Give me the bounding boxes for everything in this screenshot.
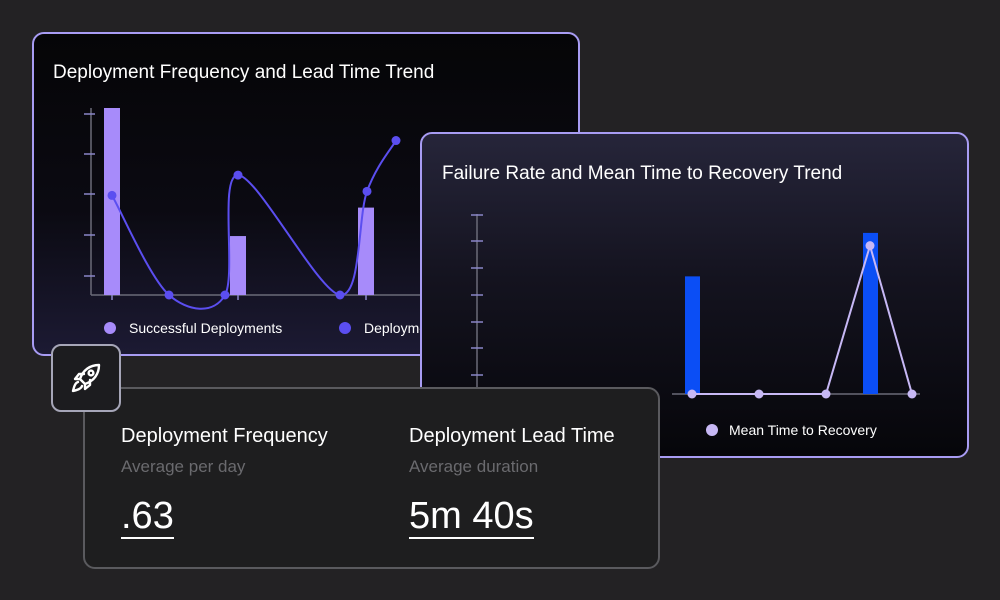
failure-rate-bar — [863, 232, 878, 394]
recovery-point — [754, 389, 764, 399]
recovery-point — [907, 389, 917, 399]
deployment-bar — [230, 236, 246, 295]
recovery-line — [692, 242, 913, 395]
legend-swatch — [339, 322, 351, 334]
deployment-bar — [104, 108, 120, 295]
failure-rate-bar — [685, 276, 700, 394]
lead-time-point — [391, 136, 401, 146]
deployment-frequency-value[interactable]: .63 — [121, 495, 174, 539]
lead-time-point — [107, 190, 117, 200]
failure-rate-title: Failure Rate and Mean Time to Recovery T… — [442, 163, 843, 184]
legend-swatch — [104, 322, 116, 334]
metrics-card: Deployment Frequency Average per day .63… — [83, 387, 660, 569]
deployment-trend-title: Deployment Frequency and Lead Time Trend — [53, 62, 435, 83]
lead-time-point — [335, 290, 345, 300]
deployment-frequency-label: Deployment Frequency — [121, 425, 328, 447]
rocket-badge — [51, 344, 121, 412]
rocket-icon — [71, 363, 101, 393]
deployment-lead-time-metric: Deployment Lead Time Average duration 5m… — [409, 425, 615, 539]
lead-time-point — [362, 186, 372, 196]
failure-plot-area: Mean Time to Recovery — [471, 214, 920, 458]
lead-time-point — [220, 290, 230, 300]
deployment-lead-time-label: Deployment Lead Time — [409, 425, 615, 447]
recovery-point — [865, 241, 875, 251]
lead-time-point — [233, 170, 243, 180]
legend-label: Successful Deployments — [129, 320, 282, 336]
deployment-frequency-sublabel: Average per day — [121, 457, 246, 476]
lead-time-point — [164, 290, 174, 300]
recovery-point — [821, 389, 831, 399]
deployment-lead-time-value[interactable]: 5m 40s — [409, 495, 534, 539]
deployment-lead-time-sublabel: Average duration — [409, 457, 539, 476]
legend-label: Mean Time to Recovery — [729, 422, 877, 438]
failure-rate-chart: Mean Time to Recovery — [471, 214, 920, 458]
deployment-bar — [358, 207, 374, 295]
legend-swatch — [706, 424, 718, 436]
recovery-point — [687, 389, 697, 399]
lead-time-line — [111, 140, 397, 310]
deployment-frequency-metric: Deployment Frequency Average per day .63 — [121, 425, 328, 539]
